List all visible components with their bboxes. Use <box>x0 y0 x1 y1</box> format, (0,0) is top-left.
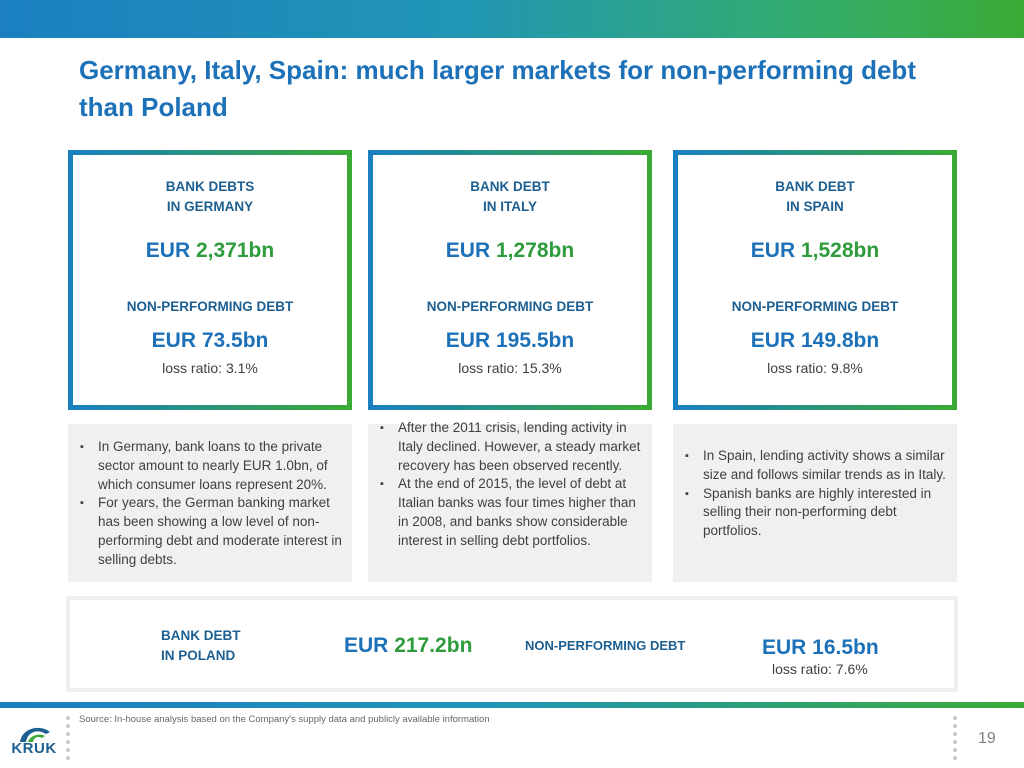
npl-label: NON-PERFORMING DEBT <box>126 299 294 314</box>
note-italy: After the 2011 crisis, lending activity … <box>368 419 652 582</box>
npl-value: EUR 73.5bn <box>73 329 347 353</box>
amount: 73.5bn <box>201 329 269 352</box>
currency: EUR <box>151 329 196 352</box>
poland-debt-value: EUR 217.2bn <box>344 634 472 658</box>
poland-summary: BANK DEBT IN POLAND EUR 217.2bn NON-PERF… <box>66 596 958 692</box>
label-line-2: IN SPAIN <box>786 199 844 214</box>
bank-debt-value: EUR 1,278bn <box>373 239 647 263</box>
bullet-item: Spanish banks are highly interested in s… <box>683 485 949 541</box>
page-number: 19 <box>978 730 996 747</box>
bullet-list: In Spain, lending activity shows a simil… <box>683 447 949 541</box>
label-line-2: IN ITALY <box>482 199 537 214</box>
label-line-1: BANK DEBT <box>470 179 550 194</box>
bullet-item: After the 2011 crisis, lending activity … <box>378 419 644 475</box>
currency: EUR <box>750 239 796 262</box>
card-label: BANK DEBT IN ITALY <box>373 177 647 217</box>
bank-debt-value: EUR 1,528bn <box>678 239 952 263</box>
poland-label: BANK DEBT IN POLAND <box>161 626 241 666</box>
bullet-list: In Germany, bank loans to the private se… <box>78 438 344 570</box>
source-note: Source: In-house analysis based on the C… <box>79 714 490 725</box>
bullet-item: In Germany, bank loans to the private se… <box>78 438 344 494</box>
label-line-2: IN GERMANY <box>166 199 254 214</box>
currency: EUR <box>145 239 191 262</box>
label-line-1: BANK DEBT <box>775 179 855 194</box>
loss-ratio: loss ratio: 9.8% <box>767 360 863 376</box>
bullet-item: For years, the German banking market has… <box>78 494 344 569</box>
loss-ratio: loss ratio: 15.3% <box>458 360 562 376</box>
currency: EUR <box>445 329 491 352</box>
bullet-item: In Spain, lending activity shows a simil… <box>683 447 949 485</box>
card-germany: BANK DEBTS IN GERMANY EUR 2,371bn NON-PE… <box>68 150 352 410</box>
card-label: BANK DEBTS IN GERMANY <box>73 177 347 217</box>
currency: EUR <box>750 329 796 352</box>
dotted-divider <box>953 716 957 764</box>
kruk-logo: KRUK <box>10 722 58 758</box>
page-title: Germany, Italy, Spain: much larger marke… <box>79 55 916 122</box>
amount: 1,278bn <box>495 239 575 262</box>
poland-npl-label: NON-PERFORMING DEBT <box>525 638 686 653</box>
dotted-divider <box>66 716 70 764</box>
amount: 217.2bn <box>394 634 473 657</box>
logo-text: KRUK <box>11 740 57 757</box>
poland-loss-ratio: loss ratio: 7.6% <box>772 661 868 677</box>
footer-gradient-bar <box>0 702 1024 708</box>
label-line-2: IN POLAND <box>161 648 236 663</box>
bank-debt-value: EUR 2,371bn <box>73 239 347 263</box>
npl-value: EUR 195.5bn <box>373 329 647 353</box>
currency: EUR <box>445 239 491 262</box>
card-italy: BANK DEBT IN ITALY EUR 1,278bn NON-PERFO… <box>368 150 652 410</box>
card-spain: BANK DEBT IN SPAIN EUR 1,528bn NON-PERFO… <box>673 150 957 410</box>
label-line-1: BANK DEBTS <box>165 179 255 194</box>
card-label: BANK DEBT IN SPAIN <box>678 177 952 217</box>
npl-label: NON-PERFORMING DEBT <box>731 299 899 314</box>
logo-arc-icon <box>20 727 50 742</box>
npl-value: EUR 149.8bn <box>678 329 952 353</box>
amount: 195.5bn <box>495 329 575 352</box>
header-gradient-bar <box>0 0 1024 38</box>
note-germany: In Germany, bank loans to the private se… <box>68 424 352 582</box>
bullet-list: After the 2011 crisis, lending activity … <box>378 419 644 551</box>
loss-ratio: loss ratio: 3.1% <box>162 360 258 376</box>
poland-npl-value: EUR 16.5bn <box>762 636 879 659</box>
bullet-item: At the end of 2015, the level of debt at… <box>378 475 644 550</box>
note-spain: In Spain, lending activity shows a simil… <box>673 424 957 582</box>
currency: EUR <box>344 634 389 657</box>
npl-label: NON-PERFORMING DEBT <box>426 299 594 314</box>
amount: 2,371bn <box>195 239 275 262</box>
label-line-1: BANK DEBT <box>161 628 241 643</box>
amount: 1,528bn <box>800 239 880 262</box>
amount: 149.8bn <box>800 329 880 352</box>
